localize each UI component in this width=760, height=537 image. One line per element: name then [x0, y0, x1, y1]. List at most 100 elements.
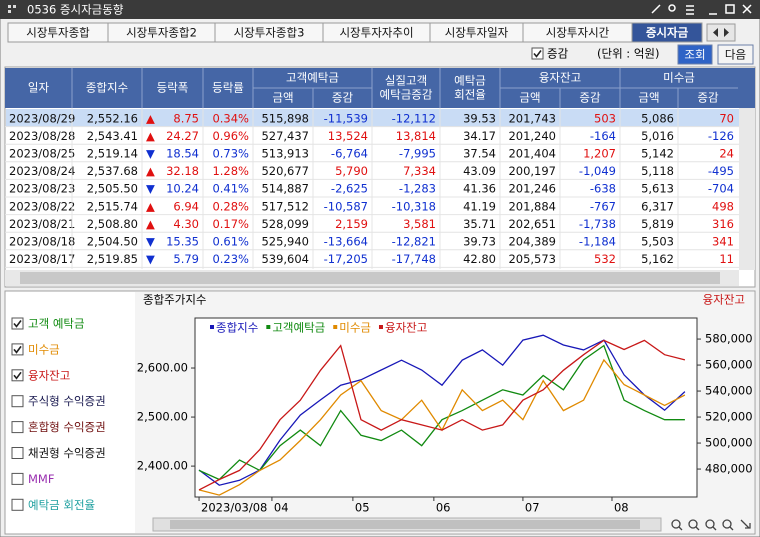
cell: 539,604 — [261, 252, 309, 266]
header-label: 일자 — [28, 81, 50, 95]
series-line — [198, 339, 686, 491]
header-label: 증감 — [697, 91, 719, 105]
cell: 0.17% — [212, 217, 249, 231]
legend-swatch — [266, 325, 271, 329]
tab-scroll[interactable] — [706, 23, 736, 42]
cell: 201,404 — [508, 147, 556, 161]
cell: 201,743 — [508, 111, 556, 125]
checkmark — [13, 320, 22, 328]
y2-tick-label: 520,000 — [705, 410, 753, 424]
y2-tick-label: 480,000 — [705, 462, 753, 476]
checkbox[interactable] — [11, 447, 24, 459]
cell: -11,539 — [324, 111, 368, 125]
cell: -13,664 — [324, 235, 368, 249]
header-label: 증감 — [332, 91, 354, 105]
button[interactable] — [677, 44, 713, 65]
option-label[interactable]: MMF — [28, 472, 54, 486]
cell: 2,515.74 — [87, 199, 138, 213]
cell: 4.30 — [173, 217, 199, 231]
legend-label: 미수금 — [339, 321, 371, 335]
cell: 498 — [712, 199, 734, 213]
cell: 513,913 — [261, 147, 309, 161]
cell: 70 — [719, 111, 734, 125]
cell: 2,508.80 — [87, 217, 138, 231]
cell: 202,651 — [508, 217, 556, 231]
cell: -767 — [590, 199, 616, 213]
cell: 201,884 — [508, 199, 556, 213]
checkbox[interactable] — [531, 47, 544, 60]
cell: 39.53 — [463, 111, 496, 125]
cell: 2023/08/23 — [9, 182, 75, 196]
cell: 2023/08/25 — [9, 147, 75, 161]
checkbox[interactable] — [11, 472, 24, 485]
option-label[interactable]: 융자잔고 — [28, 368, 70, 382]
cell: 2023/08/21 — [9, 217, 75, 231]
cell: 5,086 — [641, 111, 674, 125]
cell: 3,581 — [403, 217, 436, 231]
chart-scroll-thumb[interactable] — [170, 520, 640, 529]
cell: 2023/08/17 — [9, 252, 75, 266]
cell: 34.17 — [463, 129, 496, 143]
option-label[interactable]: 주식형 수익증권 — [28, 394, 106, 408]
cell: 2,504.50 — [87, 235, 138, 249]
cell: ▲ — [146, 217, 155, 231]
cell: ▲ — [146, 199, 155, 213]
y2-tick-label: 500,000 — [705, 436, 753, 450]
cell: ▲ — [146, 164, 155, 178]
header-label: 회전율 — [454, 88, 486, 102]
tab-label: 시장투자종합 — [26, 26, 90, 40]
cell: 11 — [719, 252, 734, 266]
tab-label: 시장투자종합2 — [126, 26, 197, 40]
cell: 8.75 — [173, 111, 199, 125]
cell: 520,677 — [261, 164, 309, 178]
cell: 39.73 — [463, 235, 496, 249]
cell: 6,317 — [641, 199, 674, 213]
cell: 5,118 — [641, 164, 674, 178]
window-buttons[interactable] — [651, 4, 752, 15]
option-label[interactable]: 혼합형 수익증권 — [28, 420, 106, 434]
cell: -7,995 — [399, 147, 436, 161]
v-scrollbar[interactable] — [739, 85, 755, 270]
legend-label: 융자잔고 — [385, 321, 427, 335]
app-icon — [8, 5, 16, 13]
cell: 0.73% — [212, 147, 249, 161]
checkbox[interactable] — [11, 421, 24, 434]
checkbox[interactable] — [11, 369, 24, 382]
header-label: 실질고객 — [385, 74, 427, 88]
cell: 528,099 — [261, 217, 309, 231]
tab[interactable] — [631, 22, 703, 43]
cell: -126 — [708, 129, 734, 143]
x-tick-label: 06 — [436, 501, 451, 515]
cell: 204,389 — [508, 235, 556, 249]
cell: 205,573 — [508, 252, 556, 266]
checkbox[interactable] — [11, 498, 24, 511]
option-label[interactable]: 고객 예탁금 — [28, 317, 85, 331]
checkbox[interactable] — [11, 343, 24, 356]
title-bar — [0, 0, 760, 19]
option-label[interactable]: 채권형 수익증권 — [28, 446, 106, 460]
zoom-icons[interactable] — [671, 519, 751, 531]
button-label: 조회 — [684, 48, 705, 62]
cell: 532 — [594, 252, 616, 266]
option-label[interactable]: 미수금 — [28, 342, 60, 356]
cell: -12,112 — [392, 111, 436, 125]
header-label: 금액 — [519, 91, 540, 105]
cell: -10,318 — [392, 199, 436, 213]
cell: -1,184 — [579, 235, 616, 249]
cell: ▼ — [146, 252, 155, 266]
button[interactable] — [717, 44, 754, 65]
checkbox[interactable] — [11, 317, 24, 330]
cell: -1,049 — [579, 164, 616, 178]
h-scroll-thumb[interactable] — [20, 272, 720, 284]
cell: 7,334 — [403, 164, 436, 178]
button-label: 다음 — [725, 48, 746, 62]
header-label: 금액 — [638, 91, 659, 105]
checkbox[interactable] — [11, 395, 24, 408]
cell: -17,205 — [324, 252, 368, 266]
cell: 201,246 — [508, 182, 556, 196]
chart-title: 종합주가지수 — [143, 293, 206, 307]
cell: 2023/08/18 — [9, 235, 75, 249]
option-label[interactable]: 예탁금 회전율 — [28, 498, 95, 512]
y2-title: 융자잔고 — [703, 293, 745, 307]
cell: -1,738 — [579, 217, 616, 231]
